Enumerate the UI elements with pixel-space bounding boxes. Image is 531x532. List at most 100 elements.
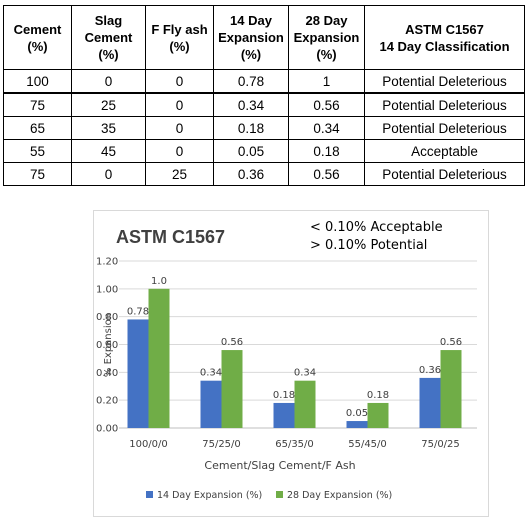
table-cell: 0.78 — [213, 69, 289, 94]
y-tick-label: 0.80 — [96, 312, 118, 323]
bar-value-label: 0.34 — [294, 368, 316, 379]
y-tick-label: 0.00 — [96, 424, 118, 435]
table-row: 75 0 25 0.36 0.56 Potential Deleterious — [3, 162, 525, 186]
table-cell: Potential Deleterious — [364, 116, 525, 140]
x-tick-label: 100/0/0 — [129, 439, 168, 450]
column-header-line: (%) — [98, 47, 119, 62]
bar — [221, 350, 243, 428]
x-tick-label: 75/0/25 — [421, 439, 460, 450]
column-header: 28 Day Expansion (%) — [288, 5, 365, 70]
column-header-line: ASTM C1567 — [405, 21, 484, 37]
legend-swatch — [276, 491, 283, 498]
bar-value-label: 0.56 — [221, 337, 243, 348]
y-axis-ticks: 0.00 0.20 0.40 0.60 0.80 1.00 1.20 — [96, 257, 118, 435]
column-header-line: (%) — [240, 47, 262, 62]
legend-label: 14 Day Expansion (%) — [157, 490, 262, 501]
table-cell: 100 — [3, 69, 72, 94]
table-cell: 0 — [71, 69, 146, 94]
x-tick-label: 65/35/0 — [275, 439, 314, 450]
table-cell: 75 — [3, 162, 72, 186]
bars — [127, 288, 462, 428]
table-cell: 0.34 — [213, 92, 289, 117]
bar-value-label: 1.0 — [151, 276, 167, 287]
bar-value-label: 0.34 — [200, 368, 222, 379]
table-row: 65 35 0 0.18 0.34 Potential Deleterious — [3, 116, 525, 140]
table-cell: 0.18 — [288, 139, 365, 163]
bar-value-label: 0.56 — [440, 337, 462, 348]
bar-value-label: 0.36 — [419, 365, 441, 376]
column-header: 14 Day Expansion (%) — [213, 5, 289, 70]
bar — [440, 350, 462, 428]
table-cell: 0.34 — [288, 116, 365, 140]
bar-value-label: 0.18 — [367, 390, 389, 401]
column-header-line: Expansion — [293, 30, 360, 45]
table-cell: 75 — [3, 92, 72, 117]
x-tick-label: 55/45/0 — [348, 439, 387, 450]
table-row: 75 25 0 0.34 0.56 Potential Deleterious — [3, 92, 525, 117]
bar — [346, 421, 368, 428]
column-header: Cement (%) — [3, 5, 72, 70]
column-header-line: 28 Day — [305, 13, 348, 28]
column-header-line: 14 Day — [230, 13, 272, 28]
table-body: 100 0 0 0.78 1 Potential Deleterious 75 25 0 0.34… — [3, 69, 525, 186]
y-tick-label: 1.20 — [96, 257, 118, 268]
x-axis-ticks: 100/0/0 75/25/0 65/35/0 55/45/0 75/0/25 — [129, 439, 460, 450]
y-tick-label: 0.20 — [96, 396, 118, 407]
x-tick-label: 75/25/0 — [202, 439, 241, 450]
column-header-line: F Fly ash — [151, 21, 208, 37]
bar-chart: ASTM C1567 < 0.10% Acceptable > 0.10% Po… — [96, 220, 477, 501]
table-cell: 0.05 — [213, 139, 289, 163]
y-axis-label: % Expansion — [103, 313, 114, 377]
table-cell: 25 — [145, 162, 214, 186]
x-axis-label: Cement/Slag Cement/F Ash — [204, 459, 355, 472]
table-cell: 55 — [3, 139, 72, 163]
gridlines — [119, 260, 477, 429]
bar-value-label: 0.78 — [127, 306, 149, 317]
table-row: 100 0 0 0.78 1 Potential Deleterious — [3, 69, 525, 94]
y-tick-label: 1.00 — [96, 284, 118, 295]
column-header: Slag Cement (%) — [71, 5, 146, 70]
bar-value-label: 0.18 — [273, 390, 295, 401]
table-header-row: Cement (%) Slag Cement (%) F Fly ash (%) 14 Day… — [3, 5, 525, 70]
bar — [367, 402, 389, 428]
table-cell: 45 — [71, 139, 146, 163]
bar-labels: 0.78 1.0 0.34 0.56 0.18 0.34 0.05 0.18 0.36 0.56 — [127, 276, 462, 419]
table-cell: Potential Deleterious — [364, 69, 525, 94]
column-header-line: Slag — [94, 13, 123, 28]
table-cell: 65 — [3, 116, 72, 140]
table-cell: Potential Deleterious — [364, 162, 525, 186]
chart-area: ASTM C1567 < 0.10% Acceptable > 0.10% Po… — [93, 210, 489, 517]
bar — [200, 380, 222, 428]
y-tick-label: 0.60 — [96, 340, 118, 351]
table-cell: 0 — [71, 162, 146, 186]
bar — [127, 319, 149, 428]
table-cell: 1 — [288, 69, 365, 94]
table-cell: 0 — [145, 69, 214, 94]
bar — [294, 380, 316, 428]
data-table: Cement (%) Slag Cement (%) F Fly ash (%) 14 Day… — [3, 5, 525, 186]
table-row: 55 45 0 0.05 0.18 Acceptable — [3, 139, 525, 163]
legend-label: 28 Day Expansion (%) — [287, 490, 392, 501]
column-header-line: (%) — [27, 38, 48, 54]
chart-title: ASTM C1567 — [116, 227, 225, 247]
table-cell: 0.56 — [288, 162, 365, 186]
table-cell: 0 — [145, 116, 214, 140]
column-header-line: Expansion — [218, 30, 284, 45]
y-tick-label: 0.40 — [96, 368, 118, 379]
table-cell: Potential Deleterious — [364, 92, 525, 117]
column-header: F Fly ash (%) — [145, 5, 214, 70]
table-cell: 0.56 — [288, 92, 365, 117]
bar-value-label: 0.05 — [346, 408, 368, 419]
bar — [273, 402, 295, 428]
legend: 14 Day Expansion (%) 28 Day Expansion (%) — [146, 490, 392, 501]
table-cell: 25 — [71, 92, 146, 117]
column-header-line: Cement — [84, 30, 133, 45]
column-header-line: Cement — [13, 21, 62, 37]
bar — [148, 288, 170, 428]
table-cell: 0 — [145, 92, 214, 117]
table-cell: 0.18 — [213, 116, 289, 140]
table-cell: Acceptable — [364, 139, 525, 163]
column-header-line: 14 Day Classification — [379, 38, 510, 54]
column-header-line: (%) — [169, 38, 190, 54]
legend-swatch — [146, 491, 153, 498]
